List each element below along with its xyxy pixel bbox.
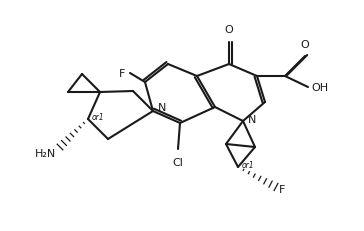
Text: OH: OH — [311, 83, 328, 93]
Text: or1: or1 — [242, 161, 255, 170]
Text: O: O — [301, 40, 309, 50]
Text: O: O — [225, 25, 233, 35]
Text: F: F — [279, 184, 285, 194]
Text: N: N — [158, 103, 166, 112]
Text: F: F — [119, 69, 125, 79]
Text: H₂N: H₂N — [35, 148, 56, 158]
Text: N: N — [248, 115, 256, 125]
Text: or1: or1 — [92, 113, 104, 122]
Text: Cl: Cl — [173, 157, 183, 167]
